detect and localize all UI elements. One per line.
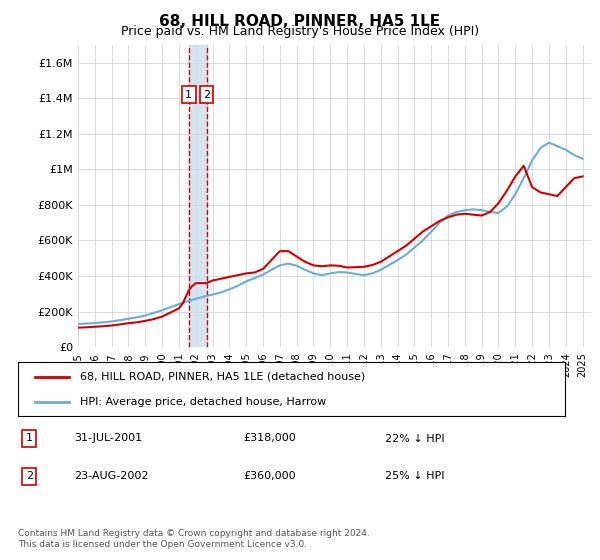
Text: 2: 2 (26, 472, 33, 481)
Text: 1: 1 (185, 90, 192, 100)
Bar (188, 45, 206, 347)
Text: 25% ↓ HPI: 25% ↓ HPI (385, 472, 444, 481)
Text: HPI: Average price, detached house, Harrow: HPI: Average price, detached house, Harr… (80, 396, 326, 407)
Text: Contains HM Land Registry data © Crown copyright and database right 2024.
This d: Contains HM Land Registry data © Crown c… (18, 529, 370, 549)
Text: £318,000: £318,000 (244, 433, 296, 444)
Text: Price paid vs. HM Land Registry's House Price Index (HPI): Price paid vs. HM Land Registry's House … (121, 25, 479, 38)
FancyBboxPatch shape (18, 362, 565, 416)
Text: 22% ↓ HPI: 22% ↓ HPI (385, 433, 444, 444)
Text: 1: 1 (26, 433, 33, 444)
Text: 68, HILL ROAD, PINNER, HA5 1LE: 68, HILL ROAD, PINNER, HA5 1LE (160, 14, 440, 29)
Text: 68, HILL ROAD, PINNER, HA5 1LE (detached house): 68, HILL ROAD, PINNER, HA5 1LE (detached… (80, 372, 365, 382)
Text: £360,000: £360,000 (244, 472, 296, 481)
Text: 31-JUL-2001: 31-JUL-2001 (74, 433, 143, 444)
Text: 2: 2 (203, 90, 210, 100)
Text: 23-AUG-2002: 23-AUG-2002 (74, 472, 149, 481)
